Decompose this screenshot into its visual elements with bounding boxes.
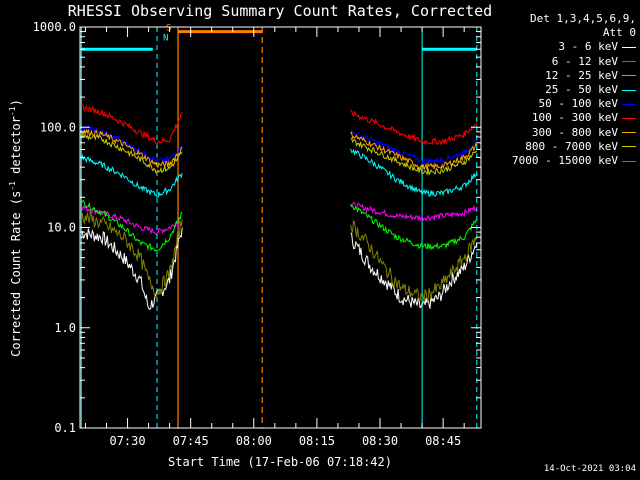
legend-swatch [622,103,636,105]
legend-entry-label: 12 - 25 keV [545,68,618,82]
legend-entry: 300 - 800 keV [486,126,636,140]
legend-entry: 800 - 7000 keV [486,140,636,154]
series-line-4-1 [350,129,478,166]
legend-entry-label: 3 - 6 keV [558,40,618,54]
legend-entry: 7000 - 15000 keV [486,154,636,168]
x-tick-label-0: 07:30 [109,434,145,448]
y-axis-label-part: Corrected Count Rate (s [9,191,23,357]
legend-swatch [622,146,636,148]
series-line-5-0 [81,103,183,145]
legend-header-line: Att 0 [602,26,636,40]
annotations-layer: SN [80,24,478,428]
legend-swatch [622,89,636,91]
legend-entry-label: 50 - 100 keV [538,97,618,111]
y-axis-label-part: detector [9,116,23,181]
legend-entry: 12 - 25 keV [486,69,636,83]
series-line-6-0 [80,128,183,169]
timestamp: 14-Oct-2021 03:04 [543,464,636,474]
series-line-7-0 [80,133,183,174]
chart-title: RHESSI Observing Summary Count Rates, Co… [68,2,492,20]
y-axis-label: Corrected Count Rate (s-1 detector-1) [8,99,23,357]
y-tick-label-0: 0.1 [54,421,76,435]
legend-entry-label: 6 - 12 keV [551,54,618,68]
legend-entry-label: 7000 - 15000 keV [512,154,618,168]
legend-entries: 3 - 6 keV 6 - 12 keV 12 - 25 keV 25 - 50 ke… [486,40,636,168]
legend-swatch [622,61,636,63]
series-line-8-0 [80,210,183,298]
y-tick-label-4: 1000.0 [33,20,76,34]
series-line-2-0 [80,200,183,252]
series-line-7-1 [350,137,478,176]
legend: Det 1,3,4,5,6,9, Att 0 3 - 6 keV 6 - 12 ke… [486,12,636,168]
x-tick-label-2: 08:00 [236,434,272,448]
legend-swatch [622,160,636,162]
legend-swatch [622,132,636,134]
series-line-1-1 [350,201,478,222]
legend-swatch [622,118,636,120]
legend-swatch [622,75,636,77]
legend-entry: 100 - 300 keV [486,111,636,125]
legend-swatch [622,47,636,48]
y-axis: 0.1 1.0 10.0 100.0 1000.0 [33,20,481,435]
y-axis-label-part: ) [9,99,23,106]
legend-header-line: Det 1,3,4,5,6,9, [530,12,636,25]
legend-entry-label: 100 - 300 keV [531,111,618,125]
legend-entry: 3 - 6 keV [486,40,636,54]
series-line-3-1 [350,148,478,197]
legend-entry: 6 - 12 keV [486,55,636,69]
y-tick-label-1: 1.0 [54,321,76,335]
x-axis-label: Start Time (17-Feb-06 07:18:42) [168,455,392,469]
series-line-1-0 [81,204,183,236]
y-axis-label-part: -1 [8,106,17,116]
series-line-8-1 [350,219,478,303]
series-line-4-0 [80,124,183,164]
x-tick-label-5: 08:45 [425,434,461,448]
series-layer [80,103,478,311]
y-tick-label-3: 100.0 [40,120,76,134]
series-line-0-0 [81,227,183,311]
n-marker: N [163,34,168,44]
x-tick-label-1: 07:45 [173,434,209,448]
legend-header: Det 1,3,4,5,6,9, Att 0 [486,12,636,40]
legend-entry-label: 800 - 7000 keV [525,139,618,153]
series-line-2-1 [350,204,478,251]
x-tick-label-3: 08:15 [299,434,335,448]
s-marker: S [166,24,171,34]
legend-entry-label: 300 - 800 keV [531,125,618,139]
series-line-0-1 [350,232,478,309]
series-line-3-0 [80,153,183,198]
legend-entry: 50 - 100 keV [486,97,636,111]
legend-entry: 25 - 50 keV [486,83,636,97]
y-tick-label-2: 10.0 [47,221,76,235]
x-tick-label-4: 08:30 [362,434,398,448]
series-line-5-1 [350,109,478,146]
x-axis: 07:30 07:45 08:00 08:15 08:30 08:45 [84,27,465,448]
y-axis-label-part: -1 [8,181,17,191]
legend-entry-label: 25 - 50 keV [545,83,618,97]
